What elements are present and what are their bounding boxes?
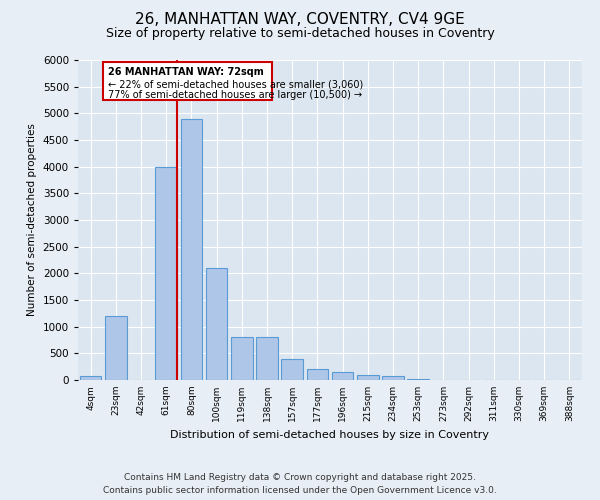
Text: 26, MANHATTAN WAY, COVENTRY, CV4 9GE: 26, MANHATTAN WAY, COVENTRY, CV4 9GE: [135, 12, 465, 28]
Bar: [307, 370, 328, 380]
Bar: [181, 118, 202, 380]
Text: 26 MANHATTAN WAY: 72sqm: 26 MANHATTAN WAY: 72sqm: [108, 68, 264, 78]
Bar: [357, 374, 379, 380]
Y-axis label: Number of semi-detached properties: Number of semi-detached properties: [27, 124, 37, 316]
Bar: [80, 376, 101, 380]
Bar: [206, 268, 227, 380]
Bar: [105, 316, 127, 380]
Text: ← 22% of semi-detached houses are smaller (3,060): ← 22% of semi-detached houses are smalle…: [108, 79, 364, 89]
Bar: [382, 376, 404, 380]
FancyBboxPatch shape: [103, 62, 272, 100]
Bar: [281, 358, 303, 380]
Text: Size of property relative to semi-detached houses in Coventry: Size of property relative to semi-detach…: [106, 28, 494, 40]
Bar: [155, 166, 177, 380]
Text: Contains HM Land Registry data © Crown copyright and database right 2025.
Contai: Contains HM Land Registry data © Crown c…: [103, 474, 497, 495]
Bar: [332, 372, 353, 380]
Text: 77% of semi-detached houses are larger (10,500) →: 77% of semi-detached houses are larger (…: [108, 90, 362, 101]
Bar: [231, 338, 253, 380]
Bar: [256, 338, 278, 380]
X-axis label: Distribution of semi-detached houses by size in Coventry: Distribution of semi-detached houses by …: [170, 430, 490, 440]
